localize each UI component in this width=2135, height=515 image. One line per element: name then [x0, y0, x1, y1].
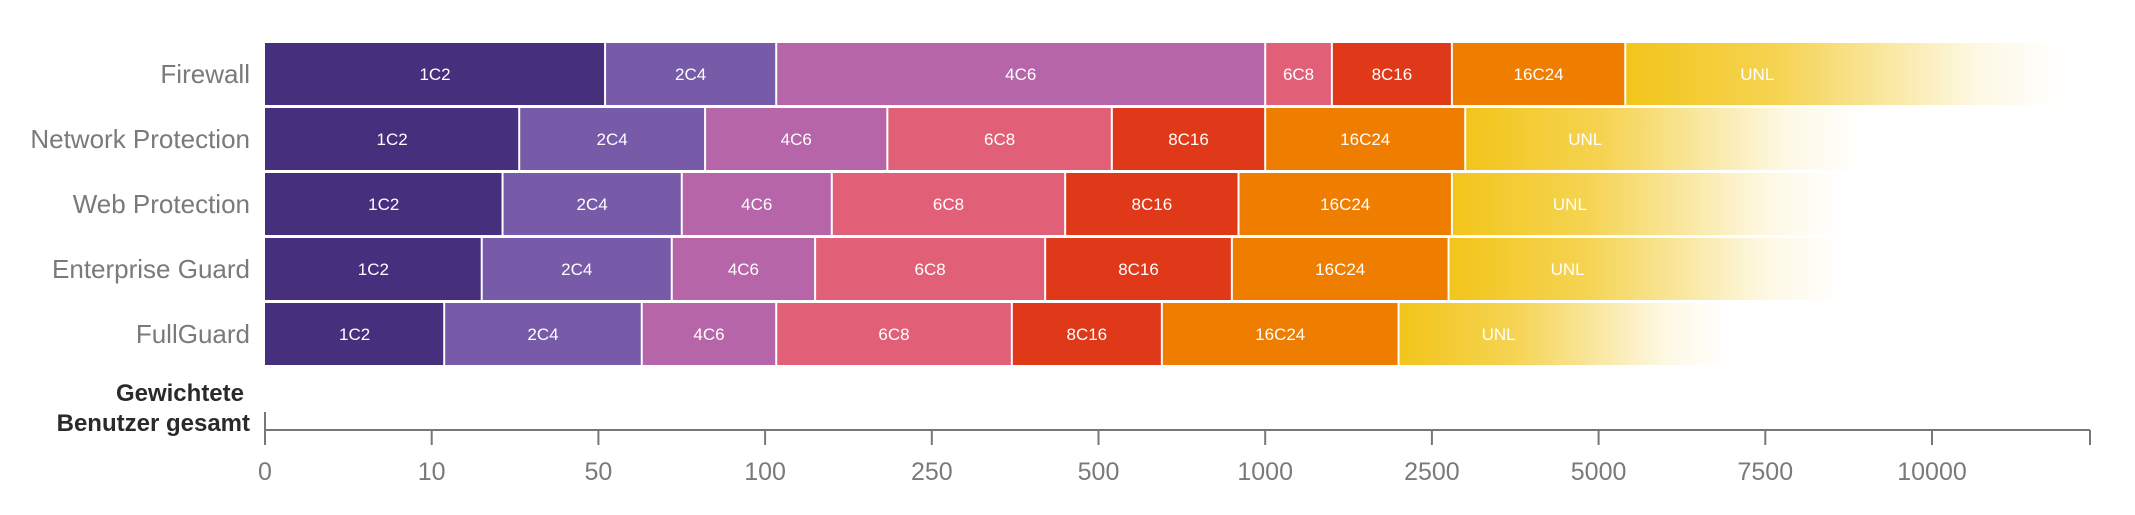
- x-tick-label-500: 500: [1078, 458, 1120, 486]
- segment-label-enterprise-guard-1c2: 1C2: [358, 260, 389, 279]
- bar-segment-enterprise-guard-1c2: [265, 238, 482, 300]
- x-tick-label-10000: 10000: [1897, 458, 1967, 486]
- bar-segment-firewall-2c4: [605, 43, 777, 105]
- bar-segment-firewall-unl: [1625, 43, 2066, 105]
- bar-segment-fullguard-8c16: [1011, 303, 1162, 365]
- segment-label-web-protection-1c2: 1C2: [368, 195, 399, 214]
- bar-segment-web-protection-4c6: [681, 173, 832, 235]
- bar-segment-network-protection-6c8: [887, 108, 1112, 170]
- segment-label-web-protection-6c8: 6C8: [933, 195, 964, 214]
- segment-label-network-protection-unl: UNL: [1568, 130, 1602, 149]
- bar-segment-network-protection-1c2: [265, 108, 520, 170]
- bar-segment-enterprise-guard-8c16: [1045, 238, 1232, 300]
- segment-label-enterprise-guard-2c4: 2C4: [561, 260, 592, 279]
- bar-segment-fullguard-unl: [1398, 303, 1732, 365]
- bar-segment-web-protection-16c24: [1238, 173, 1452, 235]
- segment-label-enterprise-guard-unl: UNL: [1551, 260, 1585, 279]
- x-tick-label-0: 0: [258, 458, 272, 486]
- segment-label-fullguard-1c2: 1C2: [339, 325, 370, 344]
- segment-label-firewall-6c8: 6C8: [1283, 65, 1314, 84]
- segment-label-fullguard-2c4: 2C4: [527, 325, 558, 344]
- bar-segment-fullguard-2c4: [444, 303, 642, 365]
- segment-label-web-protection-unl: UNL: [1553, 195, 1587, 214]
- row-label-web-protection: Web Protection: [73, 189, 250, 219]
- x-axis-title-line-2: Benutzer gesamt: [57, 410, 250, 437]
- segment-label-fullguard-6c8: 6C8: [878, 325, 909, 344]
- segment-label-web-protection-16c24: 16C24: [1320, 195, 1370, 214]
- segment-label-network-protection-4c6: 4C6: [781, 130, 812, 149]
- bar-segment-web-protection-unl: [1451, 173, 1846, 235]
- segment-label-web-protection-4c6: 4C6: [741, 195, 772, 214]
- segment-label-fullguard-8c16: 8C16: [1067, 325, 1108, 344]
- segment-label-firewall-8c16: 8C16: [1372, 65, 1413, 84]
- bar-segment-web-protection-6c8: [831, 173, 1066, 235]
- bar-segment-enterprise-guard-6c8: [815, 238, 1046, 300]
- bar-segment-fullguard-16c24: [1161, 303, 1399, 365]
- x-tick-label-1000: 1000: [1237, 458, 1293, 486]
- x-tick-label-5000: 5000: [1571, 458, 1627, 486]
- bar-segment-enterprise-guard-unl: [1448, 238, 1846, 300]
- x-axis-title: Gewichtete Benutzer gesamt: [57, 380, 250, 437]
- segment-label-firewall-unl: UNL: [1740, 65, 1774, 84]
- segment-label-firewall-4c6: 4C6: [1005, 65, 1036, 84]
- bar-segment-network-protection-16c24: [1265, 108, 1466, 170]
- segment-label-firewall-1c2: 1C2: [419, 65, 450, 84]
- segment-label-fullguard-16c24: 16C24: [1255, 325, 1305, 344]
- x-axis-title-line-1: Gewichtete: [116, 380, 244, 407]
- bar-segment-enterprise-guard-2c4: [481, 238, 672, 300]
- bar-segment-firewall-6c8: [1265, 43, 1332, 105]
- bars-group: 1C2 2C4 4C6 6C8 8C16 16C24 UNL 1C2 2C4 4C6 6C8 8C16…: [265, 43, 2066, 365]
- row-label-network-protection: Network Protection: [30, 124, 250, 154]
- segment-label-network-protection-6c8: 6C8: [984, 130, 1015, 149]
- bar-segment-network-protection-unl: [1465, 108, 1866, 170]
- bar-segment-network-protection-8c16: [1111, 108, 1266, 170]
- bar-segment-enterprise-guard-4c6: [671, 238, 816, 300]
- segment-label-fullguard-unl: UNL: [1482, 325, 1516, 344]
- bar-segment-network-protection-4c6: [705, 108, 888, 170]
- bar-segment-fullguard-6c8: [776, 303, 1012, 365]
- segment-label-enterprise-guard-16c24: 16C24: [1315, 260, 1365, 279]
- segment-label-enterprise-guard-6c8: 6C8: [915, 260, 946, 279]
- row-label-firewall: Firewall: [160, 59, 250, 89]
- x-tick-label-10: 10: [418, 458, 446, 486]
- x-tick-label-50: 50: [584, 458, 612, 486]
- x-tick-label-2500: 2500: [1404, 458, 1460, 486]
- segment-label-network-protection-8c16: 8C16: [1168, 130, 1209, 149]
- segment-label-web-protection-8c16: 8C16: [1132, 195, 1173, 214]
- bar-segment-firewall-8c16: [1331, 43, 1452, 105]
- segment-label-enterprise-guard-4c6: 4C6: [728, 260, 759, 279]
- bar-segment-enterprise-guard-16c24: [1231, 238, 1449, 300]
- segment-label-network-protection-1c2: 1C2: [377, 130, 408, 149]
- bar-segment-fullguard-4c6: [641, 303, 777, 365]
- segment-label-firewall-16c24: 16C24: [1514, 65, 1564, 84]
- bar-segment-web-protection-1c2: [265, 173, 503, 235]
- segment-label-network-protection-16c24: 16C24: [1340, 130, 1390, 149]
- x-tick-label-7500: 7500: [1737, 458, 1793, 486]
- bar-segment-firewall-1c2: [265, 43, 606, 105]
- segment-label-firewall-2c4: 2C4: [675, 65, 706, 84]
- segment-label-enterprise-guard-8c16: 8C16: [1118, 260, 1159, 279]
- row-label-fullguard: FullGuard: [136, 319, 250, 349]
- bar-segment-web-protection-8c16: [1065, 173, 1239, 235]
- bar-segment-firewall-16c24: [1451, 43, 1626, 105]
- bar-segment-firewall-4c6: [776, 43, 1266, 105]
- bar-segment-fullguard-1c2: [265, 303, 445, 365]
- x-tick-label-250: 250: [911, 458, 953, 486]
- segment-label-network-protection-2c4: 2C4: [597, 130, 628, 149]
- bar-segment-network-protection-2c4: [519, 108, 706, 170]
- bar-segment-web-protection-2c4: [502, 173, 682, 235]
- x-axis-ticks: 0 10 50 100 250 500 1000 2500 5000 7500 10000: [258, 412, 2091, 486]
- x-tick-label-100: 100: [744, 458, 786, 486]
- row-labels-group: Firewall Network Protection Web Protection…: [30, 59, 250, 349]
- row-label-enterprise-guard: Enterprise Guard: [52, 254, 250, 284]
- segment-label-web-protection-2c4: 2C4: [577, 195, 608, 214]
- segment-label-fullguard-4c6: 4C6: [693, 325, 724, 344]
